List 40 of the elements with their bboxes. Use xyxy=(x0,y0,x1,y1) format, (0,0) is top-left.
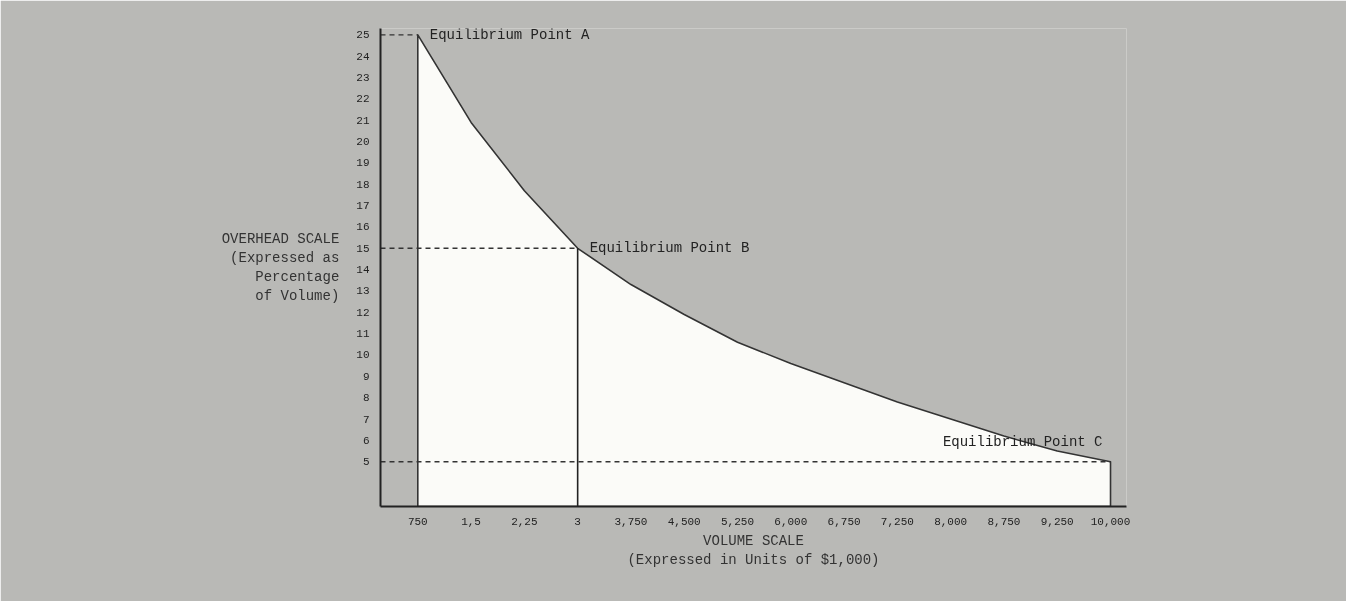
x-tick-label: 2,25 xyxy=(511,515,538,528)
y-tick-label: 18 xyxy=(356,178,370,191)
x-tick-label: 750 xyxy=(407,515,428,528)
annotation: Equilibrium Point C xyxy=(942,433,1103,450)
y-tick-label: 22 xyxy=(356,93,370,106)
y-tick-label: 21 xyxy=(356,114,370,127)
y-tick-label: 24 xyxy=(356,50,370,63)
x-tick-label: 6,750 xyxy=(827,515,861,528)
x-tick-label: 5,250 xyxy=(721,515,755,528)
y-tick-label: 5 xyxy=(362,456,370,469)
annotation: Equilibrium Point A xyxy=(429,26,591,43)
y-tick-label: 8 xyxy=(362,392,370,405)
x-tick-label: 3,750 xyxy=(614,515,648,528)
x-tick-label: 3 xyxy=(574,515,581,528)
x-tick-label: 6,000 xyxy=(774,515,808,528)
x-axis-title: VOLUME SCALE (Expressed in Units of $1,000) xyxy=(627,532,880,568)
y-tick-label: 7 xyxy=(362,413,370,426)
x-tick-label: 9,250 xyxy=(1040,515,1074,528)
y-tick-label: 9 xyxy=(362,370,370,383)
x-tick-label: 1,5 xyxy=(461,515,481,528)
y-tick-label: 23 xyxy=(356,72,370,85)
x-tick-label: 8,750 xyxy=(987,515,1021,528)
y-tick-label: 12 xyxy=(356,306,370,319)
y-tick-label: 14 xyxy=(356,264,370,277)
x-tick-label: 10,000 xyxy=(1090,515,1131,528)
y-tick-label: 16 xyxy=(356,221,370,234)
annotation: Equilibrium Point B xyxy=(589,240,750,257)
x-tick-label: 4,500 xyxy=(667,515,701,528)
x-tick-label: 8,000 xyxy=(934,515,968,528)
y-tick-label: 6 xyxy=(362,434,370,447)
y-tick-label: 25 xyxy=(356,29,370,42)
y-tick-label: 10 xyxy=(356,349,370,362)
y-tick-label: 13 xyxy=(356,285,370,298)
y-axis-title: OVERHEAD SCALE (Expressed as Percentage of Volume) xyxy=(221,230,340,305)
y-tick-label: 20 xyxy=(356,136,370,149)
y-tick-label: 15 xyxy=(356,242,370,255)
y-tick-label: 19 xyxy=(356,157,370,170)
y-tick-label: 17 xyxy=(356,200,370,213)
x-tick-label: 7,250 xyxy=(880,515,914,528)
y-tick-label: 11 xyxy=(356,328,370,341)
